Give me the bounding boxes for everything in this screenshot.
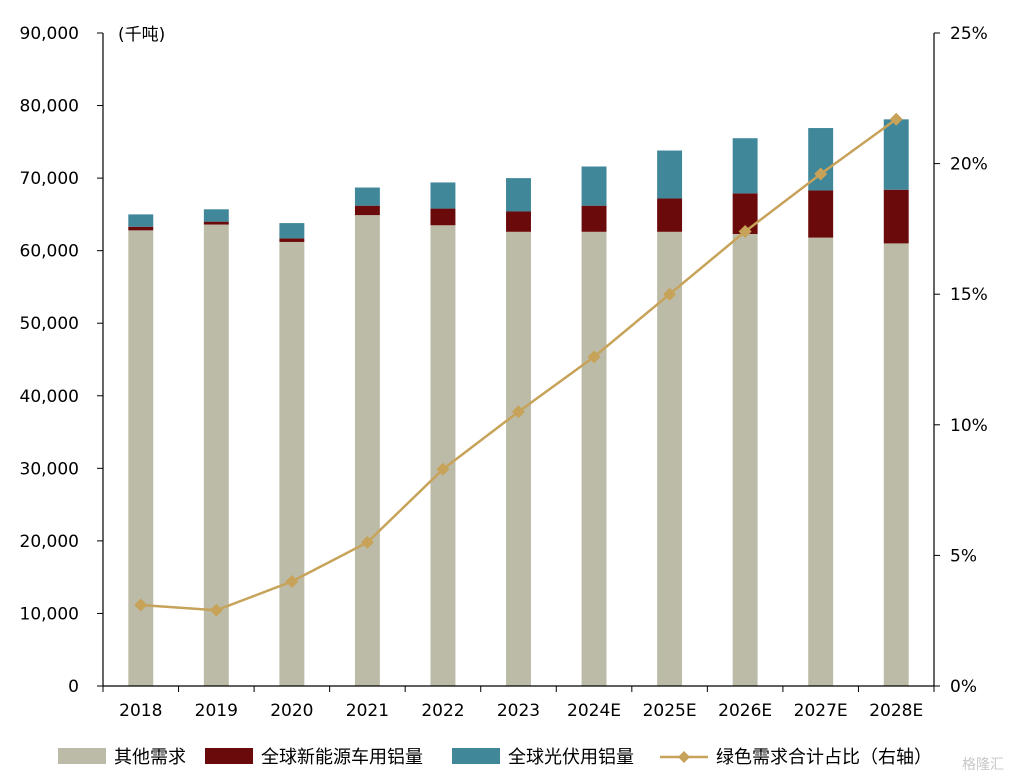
legend-swatch-1 xyxy=(58,748,106,764)
bar-segment-3-2021 xyxy=(354,187,380,206)
x-tick-label: 2018 xyxy=(119,701,162,721)
left-tick-label: 0 xyxy=(68,677,79,697)
legend-swatch-2 xyxy=(205,748,253,764)
line-marker-2026E xyxy=(738,225,752,239)
line-marker-2027E xyxy=(814,167,828,181)
line-marker-2018 xyxy=(134,598,148,612)
bar-segment-2-2022 xyxy=(430,208,456,226)
bar-segment-3-2023 xyxy=(506,178,531,212)
line-marker-2024E xyxy=(587,350,601,364)
left-tick-label: 70,000 xyxy=(20,169,79,189)
line-marker-2028E xyxy=(889,112,903,126)
right-tick-label: 5% xyxy=(950,546,977,566)
x-tick-label: 2021 xyxy=(346,701,389,721)
x-tick-label: 2025E xyxy=(643,701,697,721)
bar-segment-3-2019 xyxy=(203,209,229,222)
left-tick-label: 90,000 xyxy=(20,24,79,44)
left-tick-label: 20,000 xyxy=(20,532,79,552)
left-axis-unit-label: (千吨) xyxy=(118,25,165,45)
x-tick-label: 2026E xyxy=(718,701,772,721)
x-tick-label: 2020 xyxy=(270,701,313,721)
bar-segment-1-2027E xyxy=(808,237,834,687)
bar-segment-3-2028E xyxy=(883,119,909,190)
right-tick-label: 15% xyxy=(950,285,988,305)
x-tick-label: 2027E xyxy=(794,701,848,721)
watermark-text: 格隆汇 xyxy=(962,757,1004,773)
line-marker-2023 xyxy=(512,405,525,419)
right-tick-label: 20% xyxy=(950,155,988,175)
right-tick-label: 25% xyxy=(950,24,988,44)
legend: 其他需求 全球新能源车用铝量 全球光伏用铝量 绿色需求合计占比（右轴） xyxy=(58,747,932,768)
bar-segment-2-2024E xyxy=(581,205,607,232)
bar-segment-2-2020 xyxy=(279,238,305,242)
line-marker-2019 xyxy=(209,603,223,617)
left-tick-label: 30,000 xyxy=(20,459,79,479)
bar-segment-3-2020 xyxy=(279,223,305,239)
line-marker-2025E xyxy=(663,287,677,301)
legend-label-3: 全球光伏用铝量 xyxy=(508,747,634,768)
legend-label-1: 其他需求 xyxy=(114,747,186,768)
right-tick-label: 10% xyxy=(950,416,988,436)
bar-segment-1-2023 xyxy=(506,231,531,687)
bar-segment-1-2025E xyxy=(657,231,683,687)
line-marker-2020 xyxy=(285,575,299,589)
x-tick-label: 2019 xyxy=(195,701,238,721)
bar-segment-2-2027E xyxy=(808,190,834,238)
line-marker-2021 xyxy=(360,535,374,549)
x-tick-label: 2024E xyxy=(567,701,621,721)
left-tick-label: 60,000 xyxy=(20,242,79,262)
x-tick-label: 2028E xyxy=(869,701,923,721)
bar-segment-1-2022 xyxy=(430,225,456,686)
line-marker-2022 xyxy=(436,462,450,476)
legend-swatch-3 xyxy=(452,748,500,764)
bar-segment-2-2018 xyxy=(128,226,154,231)
bar-segment-2-2023 xyxy=(506,211,531,232)
bar-segment-1-2021 xyxy=(354,215,380,687)
axes-layer: 0 10,000 20,000 30,000 40,000 50,000 60,000 70,… xyxy=(20,24,988,721)
bar-segment-3-2018 xyxy=(128,214,154,227)
bar-segment-1-2024E xyxy=(581,231,607,687)
right-tick-label: 0% xyxy=(950,677,977,697)
bar-segment-2-2019 xyxy=(203,221,229,225)
bar-segment-3-2026E xyxy=(732,138,758,194)
bar-segment-1-2028E xyxy=(883,243,909,686)
bar-segment-1-2026E xyxy=(732,233,758,687)
legend-label-4: 绿色需求合计占比（右轴） xyxy=(716,747,932,768)
bar-segment-3-2024E xyxy=(581,166,607,206)
bar-segment-1-2018 xyxy=(128,230,154,686)
bar-segment-1-2020 xyxy=(279,241,305,686)
left-tick-label: 80,000 xyxy=(20,97,79,117)
x-tick-label: 2022 xyxy=(421,701,464,721)
line-layer xyxy=(134,112,903,617)
x-tick-label: 2023 xyxy=(497,701,540,721)
bar-segment-2-2021 xyxy=(354,205,380,216)
bar-segment-3-2025E xyxy=(657,150,683,199)
left-tick-label: 10,000 xyxy=(20,604,79,624)
left-tick-label: 40,000 xyxy=(20,387,79,407)
bars-layer xyxy=(128,119,909,687)
legend-line-marker xyxy=(678,751,690,763)
bar-segment-1-2019 xyxy=(203,224,229,687)
bar-segment-2-2025E xyxy=(657,198,683,232)
left-tick-label: 50,000 xyxy=(20,314,79,334)
legend-label-2: 全球新能源车用铝量 xyxy=(261,747,423,768)
bar-segment-2-2028E xyxy=(883,189,909,244)
bar-segment-3-2022 xyxy=(430,182,456,209)
